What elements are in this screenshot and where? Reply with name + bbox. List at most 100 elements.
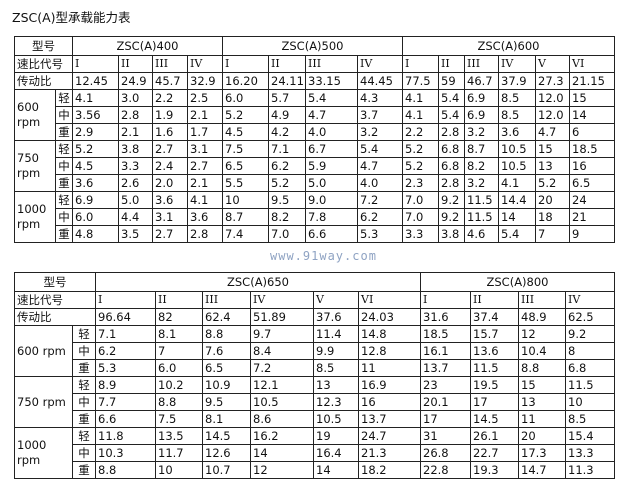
- watermark: www.91way.com: [270, 249, 377, 263]
- speed-label: 600 rpm: [14, 325, 73, 377]
- capacity-value: 5.4: [438, 89, 465, 107]
- ratio-row: 传动比 12.45 24.9 45.7 32.9 16.20 24.11 33.15 44.45…: [14, 72, 615, 90]
- model-row: 型号 ZSC(A)400 ZSC(A)500 ZSC(A)600: [14, 36, 615, 56]
- capacity-value: 18.5: [569, 140, 615, 158]
- ratio-code: VI: [358, 291, 421, 309]
- capacity-value: 14: [250, 444, 314, 462]
- capacity-value: 4.7: [305, 106, 358, 124]
- capacity-value: 8.2: [464, 157, 499, 175]
- load-level-label: 重: [55, 123, 73, 141]
- capacity-value: 7.0: [402, 191, 439, 209]
- capacity-value: 8.4: [250, 342, 314, 360]
- ratio-value: 24.03: [358, 308, 421, 326]
- capacity-value: 5.4: [438, 106, 465, 124]
- model-name: ZSC(A)500: [222, 36, 403, 56]
- capacity-value: 16.1: [420, 342, 471, 360]
- capacity-value: 6.5: [202, 359, 251, 377]
- capacity-value: 11: [518, 410, 566, 428]
- capacity-value: 26.1: [470, 427, 519, 445]
- capacity-value: 3.1: [187, 140, 223, 158]
- capacity-value: 4.4: [118, 208, 153, 226]
- capacity-value: 11.5: [464, 191, 499, 209]
- capacity-value: 11.5: [470, 359, 519, 377]
- capacity-value: 12.1: [250, 376, 314, 394]
- capacity-value: 7.2: [357, 191, 403, 209]
- capacity-value: 13.3: [565, 444, 615, 462]
- model-name: ZSC(A)400: [72, 36, 223, 56]
- capacity-value: 6.2: [95, 342, 156, 360]
- capacity-value: 12: [250, 461, 314, 479]
- capacity-value: 3.3: [402, 225, 439, 243]
- model-name: ZSC(A)650: [95, 272, 421, 292]
- capacity-value: 5.2: [402, 157, 439, 175]
- ratio-code: III: [464, 55, 499, 73]
- capacity-value: 23: [420, 376, 471, 394]
- model-name: ZSC(A)600: [402, 36, 615, 56]
- capacity-value: 5.2: [222, 106, 269, 124]
- capacity-value: 11: [358, 359, 421, 377]
- table-row: 中 3.56 2.8 1.9 2.1 5.2 4.9 4.7 3.7 4.1 5.4 6.9 8.5 12…: [15, 106, 615, 124]
- ratio-label: 传动比: [14, 308, 96, 326]
- capacity-value: 2.4: [152, 157, 188, 175]
- capacity-value: 2.5: [187, 89, 223, 107]
- ratio-value: 24.11: [268, 72, 306, 90]
- capacity-value: 4.0: [357, 174, 403, 192]
- capacity-value: 24.7: [358, 427, 421, 445]
- capacity-value: 4.8: [72, 225, 119, 243]
- capacity-value: 22.7: [470, 444, 519, 462]
- ratio-code: I: [222, 55, 269, 73]
- capacity-value: 9.2: [438, 208, 465, 226]
- capacity-value: 6.8: [438, 157, 465, 175]
- capacity-value: 10: [155, 461, 203, 479]
- capacity-value: 20: [518, 427, 566, 445]
- capacity-value: 13.6: [470, 342, 519, 360]
- capacity-value: 13: [535, 157, 570, 175]
- capacity-value: 5.2: [268, 174, 306, 192]
- capacity-value: 8.8: [202, 325, 251, 343]
- capacity-value: 2.7: [187, 157, 223, 175]
- capacity-value: 9.2: [565, 325, 615, 343]
- table-row: 重 2.9 2.1 1.6 1.7 4.5 4.2 4.0 3.2 2.2 2.8 3.2 3.6 4.7…: [15, 123, 615, 141]
- capacity-value: 3.7: [357, 106, 403, 124]
- capacity-value: 3.2: [464, 123, 499, 141]
- capacity-value: 12.3: [313, 393, 359, 411]
- load-level-label: 轻: [55, 140, 73, 158]
- capacity-value: 31: [420, 427, 471, 445]
- capacity-value: 2.1: [118, 123, 153, 141]
- table-row: 750 rpm 轻 8.9 10.2 10.9 12.1 13 16.9 23 19.5 15 11.…: [14, 376, 615, 428]
- capacity-value: 4.1: [187, 191, 223, 209]
- capacity-value: 4.5: [222, 123, 269, 141]
- load-level-label: 轻: [72, 376, 96, 394]
- ratio-code: I: [420, 291, 471, 309]
- capacity-value: 22.8: [420, 461, 471, 479]
- capacity-value: 2.2: [152, 89, 188, 107]
- capacity-value: 17: [420, 410, 471, 428]
- capacity-value: 7.8: [305, 208, 358, 226]
- speed-label: 1000 rpm: [14, 191, 56, 243]
- capacity-value: 10.2: [155, 376, 203, 394]
- capacity-value: 11.5: [565, 376, 615, 394]
- ratio-code: I: [95, 291, 156, 309]
- capacity-value: 14: [498, 208, 536, 226]
- ratio-code: III: [152, 55, 188, 73]
- ratio-code: II: [470, 291, 519, 309]
- load-level-label: 重: [55, 225, 73, 243]
- capacity-value: 3.6: [152, 191, 188, 209]
- capacity-value: 7.1: [268, 140, 306, 158]
- capacity-value: 7.0: [402, 208, 439, 226]
- table-row: 中 4.5 3.3 2.4 2.7 6.5 6.2 5.9 4.7 5.2 6.8 8.2 10.5 13…: [15, 157, 615, 175]
- capacity-value: 3.2: [357, 123, 403, 141]
- ratio-code: II: [438, 55, 465, 73]
- capacity-value: 9.9: [313, 342, 359, 360]
- table-row: 重 6.6 7.5 8.1 8.6 10.5 13.7 17 14.5 11 8.5: [15, 410, 615, 428]
- ratio-value: 96.64: [95, 308, 156, 326]
- ratio-code: IV: [357, 55, 403, 73]
- ratio-code-label: 速比代号: [14, 55, 73, 73]
- capacity-value: 7.5: [222, 140, 269, 158]
- capacity-value: 15: [535, 140, 570, 158]
- capacity-value: 15: [569, 89, 615, 107]
- capacity-value: 19: [313, 427, 359, 445]
- load-level-label: 重: [72, 461, 96, 479]
- capacity-value: 3.3: [118, 157, 153, 175]
- capacity-value: 3.2: [464, 174, 499, 192]
